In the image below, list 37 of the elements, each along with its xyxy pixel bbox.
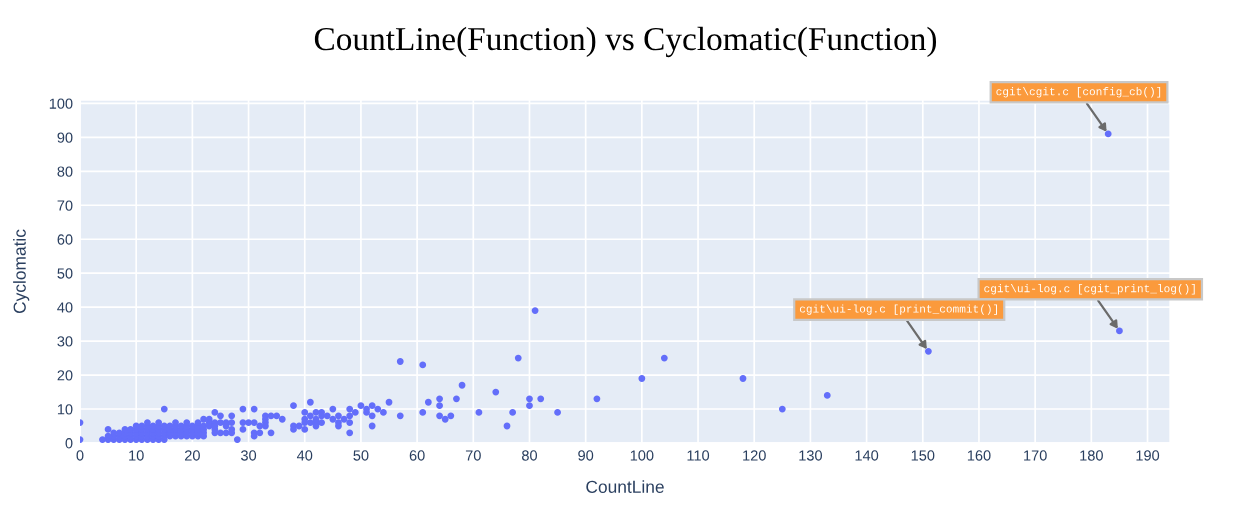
x-tick-label: 190 (1136, 450, 1160, 461)
y-tick-label: 20 (57, 370, 73, 381)
x-tick-label: 20 (185, 450, 200, 461)
y-tick-label: 50 (57, 268, 73, 279)
annotation: cgit\ui-log.c [cgit_print_log()] (984, 284, 1195, 295)
x-tick-label: 180 (1080, 450, 1103, 461)
x-tick-label: 100 (630, 450, 654, 461)
y-axis-title: Cyclomatic (13, 229, 30, 314)
y-tick-label: 70 (57, 200, 73, 211)
x-tick-label: 170 (1024, 450, 1047, 461)
x-tick-label: 150 (911, 450, 935, 461)
x-tick-label: 30 (241, 450, 257, 461)
y-tick-label: 10 (57, 404, 73, 415)
x-axis-title: CountLine (586, 480, 664, 493)
y-tick-label: 60 (57, 234, 73, 245)
y-tick-label: 100 (49, 98, 73, 109)
x-tick-label: 110 (687, 450, 710, 461)
x-tick-label: 60 (409, 450, 425, 461)
x-tick-label: 70 (465, 450, 481, 461)
y-tick-label: 0 (65, 438, 73, 449)
x-tick-label: 160 (967, 450, 991, 461)
annotation: cgit\ui-log.c [print_commit()] (799, 304, 998, 315)
x-tick-label: 40 (296, 450, 313, 461)
chart-title: CountLine(Function) vs Cyclomatic(Function) (314, 26, 937, 58)
annotation: cgit\cgit.c [config_cb()] (996, 87, 1161, 98)
x-tick-label: 90 (578, 450, 594, 461)
x-tick-label: 140 (855, 450, 879, 461)
y-tick-label: 40 (57, 302, 73, 313)
y-tick-label: 80 (57, 166, 73, 177)
x-tick-label: 10 (129, 450, 144, 461)
y-tick-label: 30 (57, 336, 73, 347)
x-tick-label: 120 (743, 450, 766, 461)
x-tick-label: 80 (522, 450, 538, 461)
y-tick-label: 90 (57, 132, 73, 143)
x-tick-label: 50 (353, 450, 369, 461)
x-tick-label: 0 (76, 450, 84, 461)
x-tick-label: 130 (799, 450, 823, 461)
